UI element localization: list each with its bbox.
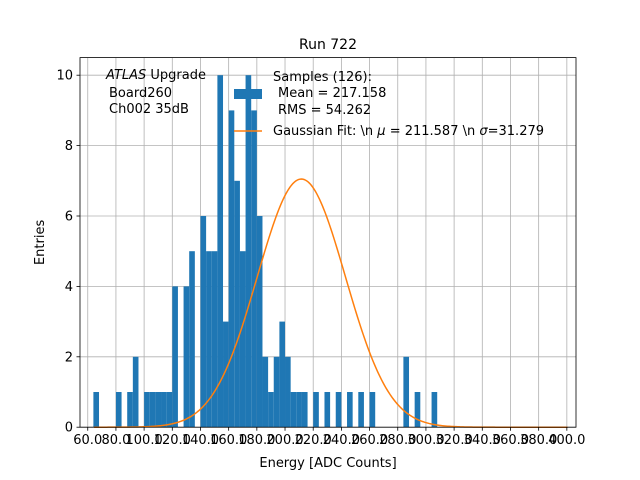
- annotation-atlas: ATLAS: [105, 68, 146, 83]
- x-tick-label: 60.0: [73, 433, 102, 448]
- legend-fit-label: Gaussian Fit: \n μ = 211.587 \n σ=31.279: [273, 124, 544, 139]
- histogram-bar: [200, 216, 207, 428]
- chart-title: Run 722: [299, 37, 357, 53]
- x-tick-label: 200.0: [266, 433, 303, 448]
- legend-fit-post: =31.279: [488, 124, 544, 139]
- annotation-line-3: Ch002 35dB: [109, 102, 189, 117]
- x-tick-label: 240.0: [323, 433, 360, 448]
- legend-hist-swatch: [234, 89, 262, 99]
- legend-hist-label-1: Samples (126):: [273, 70, 372, 85]
- histogram-bar: [279, 321, 286, 428]
- histogram-bar: [144, 392, 150, 428]
- histogram-bar: [245, 75, 252, 428]
- histogram-bar: [127, 392, 133, 428]
- histogram-bar: [211, 251, 218, 428]
- y-axis-label: Entries: [33, 220, 48, 266]
- histogram-bar: [358, 392, 364, 428]
- x-tick-label: 220.0: [295, 433, 332, 448]
- histogram-bar: [414, 392, 421, 428]
- x-tick-label: 380.0: [520, 433, 557, 448]
- annotation-box: ATLAS Upgrade Board260 Ch002 35dB: [105, 68, 206, 117]
- annotation-line-1: ATLAS Upgrade: [105, 68, 206, 83]
- x-tick-label: 120.0: [154, 433, 191, 448]
- legend-fit-mu: μ: [376, 124, 385, 139]
- histogram-bar: [223, 321, 229, 428]
- x-axis-label: Energy [ADC Counts]: [259, 456, 396, 471]
- x-tick-label: 340.0: [464, 433, 501, 448]
- x-tick-label: 80.0: [101, 433, 130, 448]
- histogram-bar: [256, 216, 263, 428]
- histogram-bar: [217, 75, 224, 428]
- legend: Samples (126): Mean = 217.158 RMS = 54.2…: [234, 70, 544, 139]
- x-tick-label: 280.0: [379, 433, 416, 448]
- y-tick-label: 4: [65, 280, 73, 295]
- histogram-bar: [93, 392, 100, 428]
- histogram-bar: [285, 356, 291, 428]
- histogram-bar: [183, 286, 190, 428]
- histogram-bar: [273, 356, 280, 428]
- y-tick-label: 0: [65, 421, 73, 436]
- histogram-bar: [172, 286, 178, 428]
- x-tick-label: 140.0: [182, 433, 219, 448]
- histogram-bar: [155, 392, 162, 428]
- histogram-bar: [301, 392, 308, 428]
- histogram-bar: [234, 180, 240, 428]
- histogram-bar: [268, 392, 274, 428]
- y-tick-label: 2: [65, 350, 73, 365]
- histogram-bar: [239, 251, 246, 428]
- x-tick-label: 360.0: [492, 433, 529, 448]
- histogram-bar: [206, 251, 212, 428]
- x-tick-label: 260.0: [351, 433, 388, 448]
- plot-frame: [79, 57, 577, 428]
- histogram-bar: [262, 356, 269, 428]
- y-axis-ticks: 0 2 4 6 8 10: [56, 69, 80, 436]
- histogram-bar: [296, 392, 302, 428]
- histogram-bar: [251, 110, 257, 428]
- x-tick-label: 180.0: [238, 433, 275, 448]
- histogram-bar: [132, 356, 139, 428]
- x-tick-label: 160.0: [210, 433, 247, 448]
- annotation-upgrade: Upgrade: [146, 68, 206, 83]
- y-tick-label: 10: [56, 69, 73, 84]
- y-tick-label: 6: [65, 210, 73, 225]
- histogram-bar: [369, 392, 376, 428]
- histogram-bar: [115, 392, 122, 428]
- histogram-bars: [93, 75, 438, 428]
- x-tick-label: 320.0: [436, 433, 473, 448]
- histogram-bar: [228, 110, 235, 428]
- x-tick-label: 300.0: [407, 433, 444, 448]
- x-tick-label: 100.0: [126, 433, 163, 448]
- histogram-bar: [290, 392, 297, 428]
- annotation-line-2: Board260: [109, 86, 172, 101]
- legend-fit-sigma: σ: [479, 124, 488, 139]
- legend-fit-pre: Gaussian Fit: \n: [273, 124, 377, 139]
- histogram-bar: [324, 392, 331, 428]
- histogram-bar: [166, 392, 173, 428]
- x-axis-ticks: 60.0 80.0100.0120.0140.0160.0180.0200.022…: [73, 427, 585, 448]
- histogram-bar: [335, 392, 342, 428]
- histogram-bar: [347, 392, 353, 428]
- histogram-bar: [189, 251, 195, 428]
- legend-fit-mid: = 211.587 \n: [386, 124, 480, 139]
- histogram-bar: [431, 392, 438, 428]
- y-tick-label: 8: [65, 139, 73, 154]
- legend-hist-label-3: RMS = 54.262: [278, 103, 371, 118]
- histogram-bar: [149, 392, 156, 428]
- histogram-bar: [161, 392, 167, 428]
- x-tick-label: 400.0: [548, 433, 585, 448]
- histogram-bar: [313, 392, 319, 428]
- legend-hist-label-2: Mean = 217.158: [278, 86, 386, 101]
- histogram-bar: [403, 356, 410, 428]
